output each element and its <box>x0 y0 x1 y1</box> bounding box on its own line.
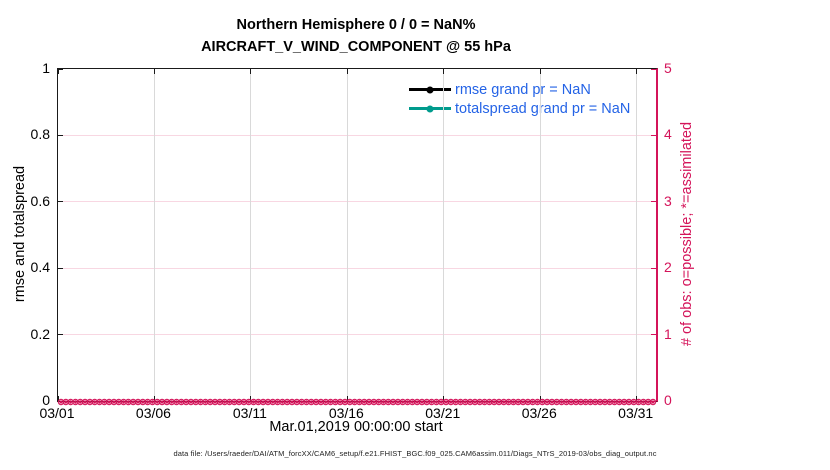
y-left-tick-label: 0.8 <box>30 126 50 143</box>
tick-right <box>651 267 656 269</box>
legend-item-rmse: rmse grand pr = NaN <box>409 80 630 99</box>
tick-top <box>250 69 252 74</box>
y-left-tick-label: 1 <box>42 60 50 76</box>
chart-title: Northern Hemisphere 0 / 0 = NaN% AIRCRAF… <box>57 14 655 58</box>
tick-bottom <box>539 396 541 401</box>
tick-top <box>346 69 348 74</box>
chart-title-line2: AIRCRAFT_V_WIND_COMPONENT @ 55 hPa <box>201 39 511 55</box>
y-right-tick-label: 4 <box>664 126 672 143</box>
plot-area: rmse grand pr = NaN totalspread grand pr… <box>57 68 658 405</box>
y-right-tick-label: 5 <box>664 60 672 76</box>
tick-bottom <box>153 396 155 401</box>
tick-right <box>651 201 656 203</box>
legend-line-sample-totalspread <box>409 105 451 112</box>
tick-bottom <box>443 396 445 401</box>
tick-right <box>651 400 656 402</box>
tick-left <box>58 134 63 136</box>
y-right-tick-label: 1 <box>664 325 672 342</box>
x-tick-label: 03/06 <box>135 405 171 421</box>
tick-left <box>58 267 63 269</box>
x-tick-label: 03/16 <box>328 405 364 421</box>
legend-line-sample-rmse <box>409 86 451 93</box>
y-left-tick-label: 0.4 <box>30 259 50 276</box>
y-left-tick-label: 0.6 <box>30 192 50 209</box>
tick-left <box>58 400 63 402</box>
x-tick-label: 03/31 <box>618 405 654 421</box>
x-axis-label: Mar.01,2019 00:00:00 start <box>269 419 443 435</box>
gridline-vertical <box>636 69 638 401</box>
tick-bottom <box>57 396 59 401</box>
gridline-vertical <box>539 69 541 401</box>
gridline-vertical <box>346 69 348 401</box>
tick-left <box>58 201 63 203</box>
tick-bottom <box>346 396 348 401</box>
gridline-horizontal <box>58 201 656 203</box>
tick-right <box>651 334 656 336</box>
y-axis-label-right: # of obs: o=possible; *=assimilated <box>679 121 695 347</box>
legend-label-rmse: rmse grand pr = NaN <box>455 81 591 98</box>
legend: rmse grand pr = NaN totalspread grand pr… <box>409 80 630 118</box>
y-left-tick-label: 0 <box>42 392 50 408</box>
tick-right <box>651 68 656 70</box>
tick-top <box>539 69 541 74</box>
y-right-tick-label: 0 <box>664 392 672 408</box>
legend-marker-dot-totalspread <box>426 105 434 112</box>
legend-marker-dot-rmse <box>426 86 434 93</box>
x-tick-label: 03/01 <box>39 405 75 421</box>
gridline-horizontal <box>58 134 656 136</box>
legend-label-totalspread: totalspread grand pr = NaN <box>455 100 631 117</box>
tick-left <box>58 334 63 336</box>
gridline-horizontal <box>58 267 656 269</box>
gridline-horizontal <box>58 334 656 336</box>
x-tick-label: 03/26 <box>521 405 557 421</box>
gridline-vertical <box>443 69 445 401</box>
y-axis-label-left: rmse and totalspread <box>12 165 28 303</box>
legend-item-totalspread: totalspread grand pr = NaN <box>409 99 630 118</box>
tick-left <box>58 68 63 70</box>
tick-top <box>57 69 59 74</box>
tick-bottom <box>250 396 252 401</box>
chart-title-line1: Northern Hemisphere 0 / 0 = NaN% <box>236 17 476 33</box>
tick-top <box>443 69 445 74</box>
y-left-tick-label: 0.2 <box>30 325 50 342</box>
data-file-caption: data file: /Users/raeder/DAI/ATM_forcXX/… <box>173 449 657 458</box>
y-right-tick-label: 2 <box>664 259 672 276</box>
x-tick-label: 03/21 <box>425 405 461 421</box>
gridline-vertical <box>153 69 155 401</box>
y-right-tick-label: 3 <box>664 192 672 209</box>
tick-top <box>636 69 638 74</box>
x-tick-label: 03/11 <box>232 405 267 421</box>
gridline-vertical <box>250 69 252 401</box>
tick-top <box>153 69 155 74</box>
tick-right <box>651 134 656 136</box>
tick-bottom <box>636 396 638 401</box>
